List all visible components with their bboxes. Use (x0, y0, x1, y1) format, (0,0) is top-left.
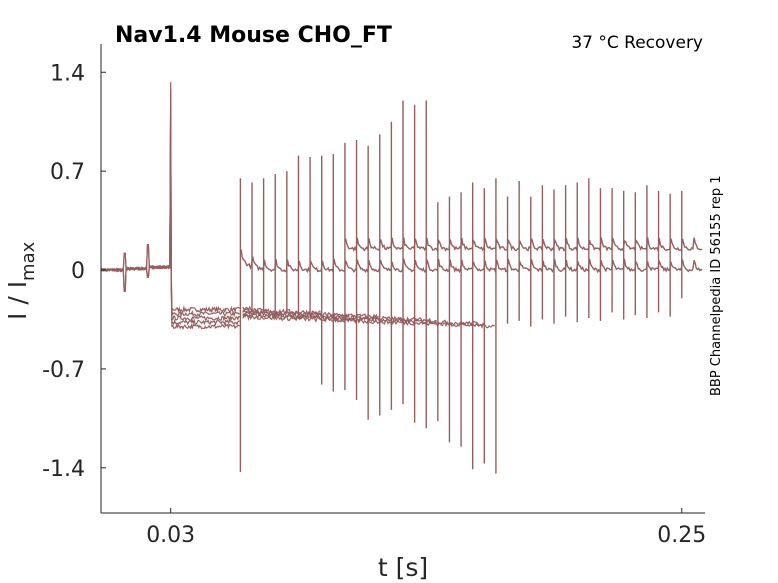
chart-title: Nav1.4 Mouse CHO_FT (115, 23, 392, 48)
inactivated-trace-4 (242, 312, 484, 327)
recovered-trace-0 (240, 249, 703, 275)
side-label: BBP Channelpedia ID 56155 rep 1 (709, 175, 724, 396)
chart-subtitle: 37 °C Recovery (571, 33, 703, 53)
recovered-trace-1 (344, 237, 703, 253)
x-axis-label: t [s] (378, 553, 428, 582)
x-tick-label: 0.25 (657, 523, 706, 548)
y-axis-label-main: I / I (3, 281, 32, 320)
prepulse-trace-3 (100, 103, 240, 327)
y-tick-label: 0.7 (50, 160, 85, 185)
y-tick-label: 1.4 (50, 61, 85, 86)
y-tick-label: 0 (71, 259, 85, 284)
y-tick-label: -1.4 (42, 457, 85, 482)
prepulse-trace-4 (100, 110, 240, 331)
x-tick-label: 0.03 (146, 523, 195, 548)
plot-marks (100, 82, 703, 474)
y-tick-label: -0.7 (42, 358, 85, 383)
inactivated-trace-0 (242, 305, 253, 312)
y-axis-label: I / Imax (3, 241, 39, 320)
y-axis-label-sub: max (18, 241, 39, 281)
tick-group: 0.03 0.25 1.4 0.7 0 -0.7 -1.4 (42, 61, 706, 548)
